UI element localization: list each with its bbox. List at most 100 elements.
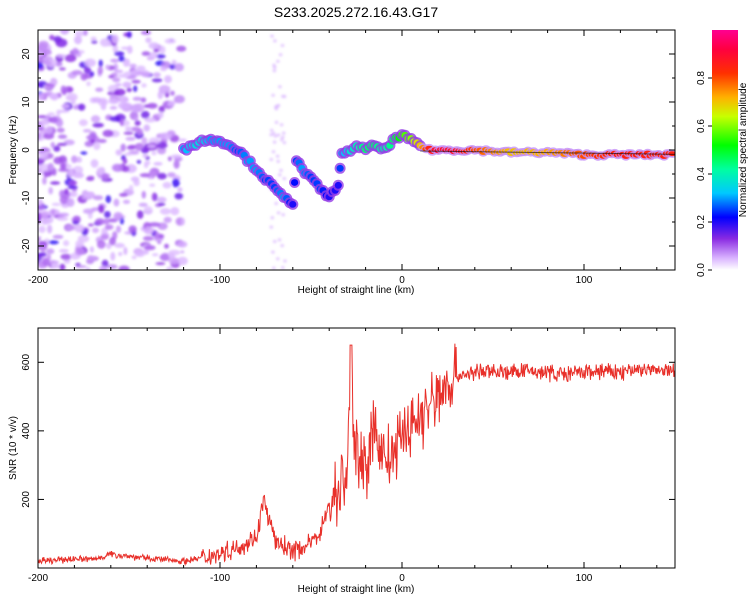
- noise-speckle: [139, 173, 152, 178]
- noise-speckle: [114, 82, 122, 87]
- noise-speckle: [56, 54, 67, 58]
- noise-speckle: [180, 217, 185, 226]
- noise-speckle: [171, 154, 182, 159]
- y-tick-label: 20: [21, 48, 32, 60]
- noise-speckle: [38, 92, 45, 101]
- noise-speckle: [170, 90, 175, 96]
- noise-speckle: [43, 59, 52, 66]
- noise-speckle: [135, 71, 145, 75]
- noise-speckle: [92, 195, 104, 201]
- noise-speckle: [56, 127, 65, 133]
- noise-speckle: [177, 256, 188, 266]
- noise-speckle: [87, 212, 93, 220]
- noise-speckle: [72, 219, 80, 225]
- noise-speckle: [153, 72, 161, 78]
- ridge-center-line: [420, 150, 675, 155]
- noise-speckle: [58, 212, 70, 217]
- noise-speckle: [273, 39, 277, 43]
- noise-speckle: [113, 212, 123, 221]
- noise-speckle: [136, 65, 146, 72]
- noise-speckle: [144, 117, 156, 123]
- noise-speckle: [279, 168, 283, 172]
- noise-speckle: [281, 266, 285, 270]
- noise-speckle: [119, 118, 124, 127]
- noise-speckle: [90, 36, 97, 41]
- noise-speckle: [103, 218, 110, 225]
- noise-speckle: [47, 260, 60, 265]
- noise-speckle: [129, 74, 137, 79]
- noise-speckle: [276, 211, 281, 215]
- noise-speckle: [156, 142, 168, 149]
- noise-speckle: [57, 168, 70, 172]
- noise-speckle: [130, 126, 141, 132]
- noise-speckle: [75, 240, 84, 249]
- noise-speckle: [55, 61, 63, 67]
- noise-speckle: [77, 103, 86, 111]
- x-tick-label: -100: [210, 573, 230, 584]
- noise-speckle: [38, 62, 44, 70]
- noise-speckle: [48, 240, 59, 245]
- noise-speckle: [126, 31, 132, 39]
- noise-speckle: [82, 129, 92, 133]
- noise-speckle: [270, 216, 275, 220]
- noise-speckle: [38, 132, 42, 140]
- noise-speckle: [159, 132, 172, 141]
- noise-speckle: [114, 51, 125, 57]
- noise-speckle: [112, 163, 124, 172]
- noise-speckle: [65, 96, 76, 101]
- noise-speckle: [154, 231, 160, 240]
- noise-speckle: [147, 144, 156, 149]
- noise-speckle: [90, 159, 99, 168]
- noise-speckle: [98, 59, 103, 68]
- noise-speckle: [72, 215, 81, 221]
- noise-speckle: [149, 183, 156, 187]
- noise-speckle: [114, 88, 126, 97]
- noise-speckle: [58, 67, 66, 71]
- noise-speckle: [281, 135, 285, 139]
- noise-speckle: [92, 122, 104, 128]
- noise-speckle: [124, 152, 133, 156]
- x-tick-label: 0: [399, 573, 405, 584]
- noise-speckle: [160, 66, 167, 72]
- noise-speckle: [138, 202, 148, 207]
- noise-speckle: [168, 253, 176, 259]
- noise-speckle: [122, 199, 131, 204]
- y-tick-label: -20: [21, 238, 32, 253]
- ridge-point: [334, 181, 342, 189]
- noise-speckle: [180, 250, 185, 254]
- colorbar-tick-label: 0.0: [696, 263, 707, 277]
- noise-speckle: [50, 208, 56, 216]
- noise-speckle: [75, 265, 87, 269]
- noise-speckle: [75, 52, 82, 58]
- noise-speckle: [118, 55, 125, 62]
- noise-speckle: [72, 47, 79, 55]
- noise-speckle: [153, 49, 159, 53]
- noise-speckle: [50, 181, 61, 185]
- noise-speckle: [275, 154, 280, 158]
- noise-speckle: [120, 143, 126, 152]
- noise-speckle: [47, 116, 59, 123]
- noise-speckle: [140, 110, 150, 119]
- noise-speckle: [58, 155, 67, 163]
- noise-speckle: [148, 52, 158, 59]
- x-tick-label: 100: [576, 275, 593, 286]
- noise-speckle: [87, 223, 94, 227]
- ridge-point: [668, 151, 675, 157]
- noise-speckle: [102, 129, 114, 137]
- noise-speckle: [114, 69, 124, 74]
- colorbar-tick-label: 0.2: [696, 215, 707, 229]
- noise-speckle: [131, 79, 141, 84]
- noise-speckle: [178, 138, 187, 142]
- noise-speckle: [98, 204, 105, 214]
- noise-speckle: [38, 40, 49, 48]
- noise-speckle: [136, 210, 144, 219]
- noise-speckle: [144, 245, 156, 251]
- snr-xlabel: Height of straight line (km): [298, 584, 415, 595]
- noise-speckle: [283, 259, 287, 263]
- noise-speckle: [128, 225, 137, 233]
- ridge-point: [336, 164, 344, 172]
- noise-speckle: [38, 204, 46, 211]
- noise-speckle: [83, 66, 92, 74]
- noise-speckle: [136, 160, 142, 164]
